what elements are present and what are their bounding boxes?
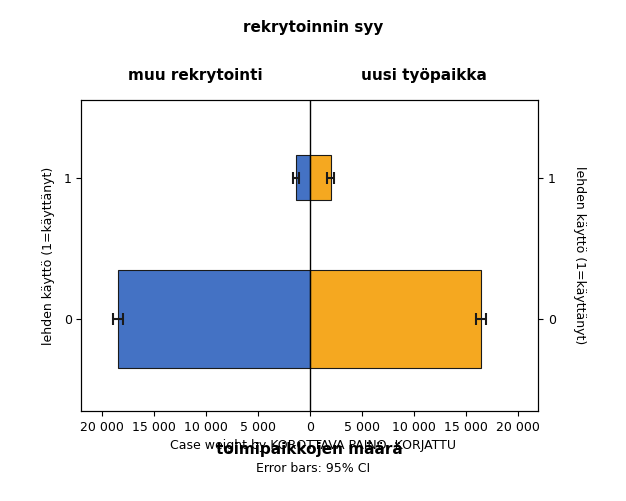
Bar [296,155,310,200]
Text: rekrytoinnin syy: rekrytoinnin syy [243,20,383,35]
Text: Case weight by KOROTTAVA PAINO, KORJATTU: Case weight by KOROTTAVA PAINO, KORJATTU [170,439,456,452]
Bar [118,270,310,368]
X-axis label: toimipaikkojen määrä: toimipaikkojen määrä [217,442,403,457]
Y-axis label: lehden käyttö (1=käyttänyt): lehden käyttö (1=käyttänyt) [573,166,586,345]
Bar [310,155,331,200]
Text: muu rekrytointi: muu rekrytointi [128,68,263,83]
Text: uusi työpaikka: uusi työpaikka [361,68,487,83]
Text: Error bars: 95% CI: Error bars: 95% CI [256,462,370,475]
Y-axis label: lehden käyttö (1=käyttänyt): lehden käyttö (1=käyttänyt) [43,166,55,345]
Bar [310,270,481,368]
